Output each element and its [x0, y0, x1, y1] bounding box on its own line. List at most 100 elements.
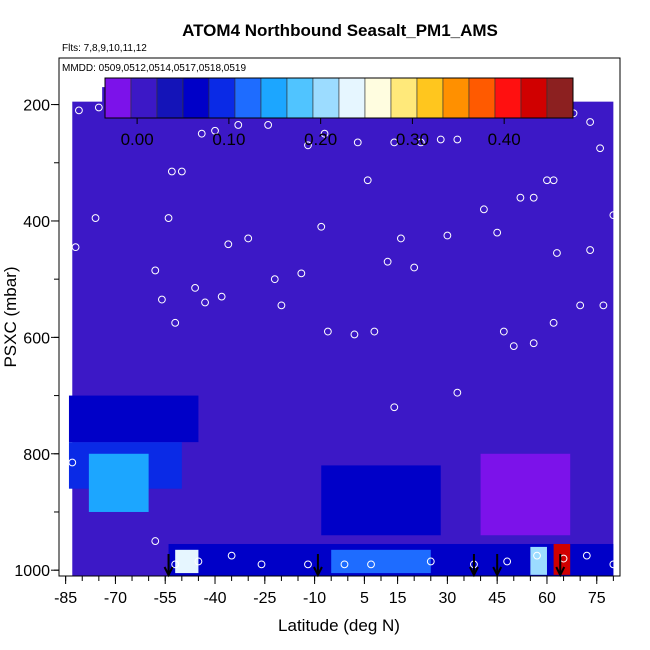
y-tick-label-4: 1000 [14, 563, 50, 580]
colorbar-tick-label-0: 0.00 [121, 130, 154, 149]
sample-point-51 [171, 318, 180, 327]
sample-point-31 [191, 283, 200, 292]
x-tick-label-1: -70 [104, 590, 127, 607]
heatmap-cell-2 [68, 395, 199, 443]
sample-point-9 [211, 126, 219, 135]
sample-point-1 [94, 103, 103, 112]
sample-point-59 [453, 388, 462, 397]
sample-point-10 [234, 121, 243, 129]
colorbar-swatch-13 [442, 77, 470, 119]
x-tick-label-8: 30 [438, 590, 456, 607]
plot-frame [58, 57, 621, 577]
x-tick-label-9: 45 [488, 590, 506, 607]
sample-point-69 [194, 557, 203, 566]
dates-label: MMDD: 0509,0512,0514,0517,0518,0519 [62, 63, 246, 74]
sample-point-78 [533, 551, 541, 560]
x-tick-label-7: 15 [389, 590, 407, 607]
sample-point-14 [320, 129, 329, 138]
colorbar-swatch-9 [338, 77, 366, 119]
chart-title: ATOM4 Northbound Seasalt_PM1_AMS [182, 21, 498, 40]
x-tick-label-10: 60 [538, 590, 556, 607]
sample-point-38 [383, 257, 392, 266]
colorbar-swatch-10 [364, 77, 392, 119]
colorbar: 0.00 0.10 0.20 0.30 0.40 [104, 77, 574, 149]
colorbar-tick-label-1: 0.10 [212, 130, 245, 149]
colorbar-swatch-5 [234, 77, 262, 119]
sample-point-18 [436, 135, 445, 144]
sample-point-48 [609, 211, 618, 220]
sample-point-81 [609, 560, 618, 569]
sample-point-36 [317, 222, 326, 231]
x-axis: -85 -70 -55 -40 -25 -10 5 15 30 45 60 75 [54, 576, 614, 607]
heatmap [68, 87, 614, 577]
sample-point-66 [68, 458, 77, 467]
sample-point-52 [201, 298, 209, 307]
heatmap-cell-6 [480, 453, 571, 536]
sample-point-42 [479, 205, 488, 214]
sample-point-37 [363, 176, 372, 185]
x-tick-label-6: 5 [360, 590, 369, 607]
sample-point-29 [164, 214, 173, 222]
sample-point-49 [61, 342, 70, 351]
colorbar-swatch-3 [182, 77, 210, 119]
sample-point-26 [61, 193, 70, 202]
colorbar-swatch-11 [390, 77, 418, 119]
sample-point-39 [397, 234, 405, 243]
x-tick-label-5: -10 [303, 590, 326, 607]
colorbar-swatch-2 [156, 77, 184, 119]
heatmap-cell-8 [175, 549, 199, 574]
arrow-marker-3 [492, 554, 503, 578]
colorbar-swatch-14 [468, 77, 496, 119]
sample-point-45 [529, 193, 538, 202]
colorbar-swatch-7 [286, 77, 314, 119]
x-tick-label-3: -40 [203, 590, 226, 607]
flights-label: Flts: 7,8,9,10,11,12 [62, 43, 147, 54]
sample-point-43 [493, 228, 502, 237]
colorbar-swatch-8 [312, 77, 340, 119]
sample-point-80 [582, 551, 591, 560]
sample-point-68 [171, 560, 180, 569]
sample-point-58 [390, 403, 399, 412]
x-tick-label-0: -85 [54, 590, 77, 607]
sample-point-22 [549, 176, 558, 185]
sample-point-0 [75, 106, 83, 115]
sample-point-47 [586, 246, 595, 254]
sample-point-25 [596, 144, 604, 153]
y-axis: 200 400 600 800 1000 [14, 98, 59, 580]
arrow-marker-0 [163, 554, 174, 578]
heatmap-cell-10 [530, 546, 547, 575]
sample-point-54 [277, 301, 286, 310]
sample-point-27 [71, 243, 80, 252]
sample-point-74 [367, 560, 375, 569]
sample-point-15 [353, 138, 362, 147]
sample-point-41 [443, 231, 452, 240]
sample-point-62 [529, 339, 538, 348]
arrow-marker-1 [313, 554, 323, 578]
sample-point-64 [576, 301, 585, 310]
sample-point-70 [227, 551, 236, 560]
colorbar-swatch-1 [130, 77, 158, 119]
x-tick-label-4: -25 [253, 590, 276, 607]
heatmap-cell-9 [331, 549, 431, 574]
y-axis-label: PSXC (mbar) [1, 266, 20, 367]
sample-point-24 [586, 118, 595, 126]
sample-point-61 [509, 342, 518, 351]
colorbar-frame [104, 77, 574, 119]
sample-point-11 [264, 121, 273, 129]
sample-point-63 [549, 318, 558, 327]
sample-point-50 [158, 295, 166, 304]
y-tick-label-2: 600 [23, 330, 50, 347]
sample-point-46 [553, 249, 561, 257]
sample-point-35 [297, 269, 306, 278]
sample-point-7 [177, 167, 186, 176]
arrow-marker-2 [469, 554, 479, 578]
colorbar-swatch-16 [520, 77, 548, 119]
x-tick-label-2: -55 [154, 590, 177, 607]
sample-point-57 [370, 327, 379, 336]
colorbar-swatch-15 [494, 77, 522, 119]
sample-point-72 [304, 560, 312, 569]
heatmap-cell-4 [88, 453, 149, 512]
sample-point-75 [426, 557, 435, 566]
sample-point-17 [416, 138, 425, 147]
